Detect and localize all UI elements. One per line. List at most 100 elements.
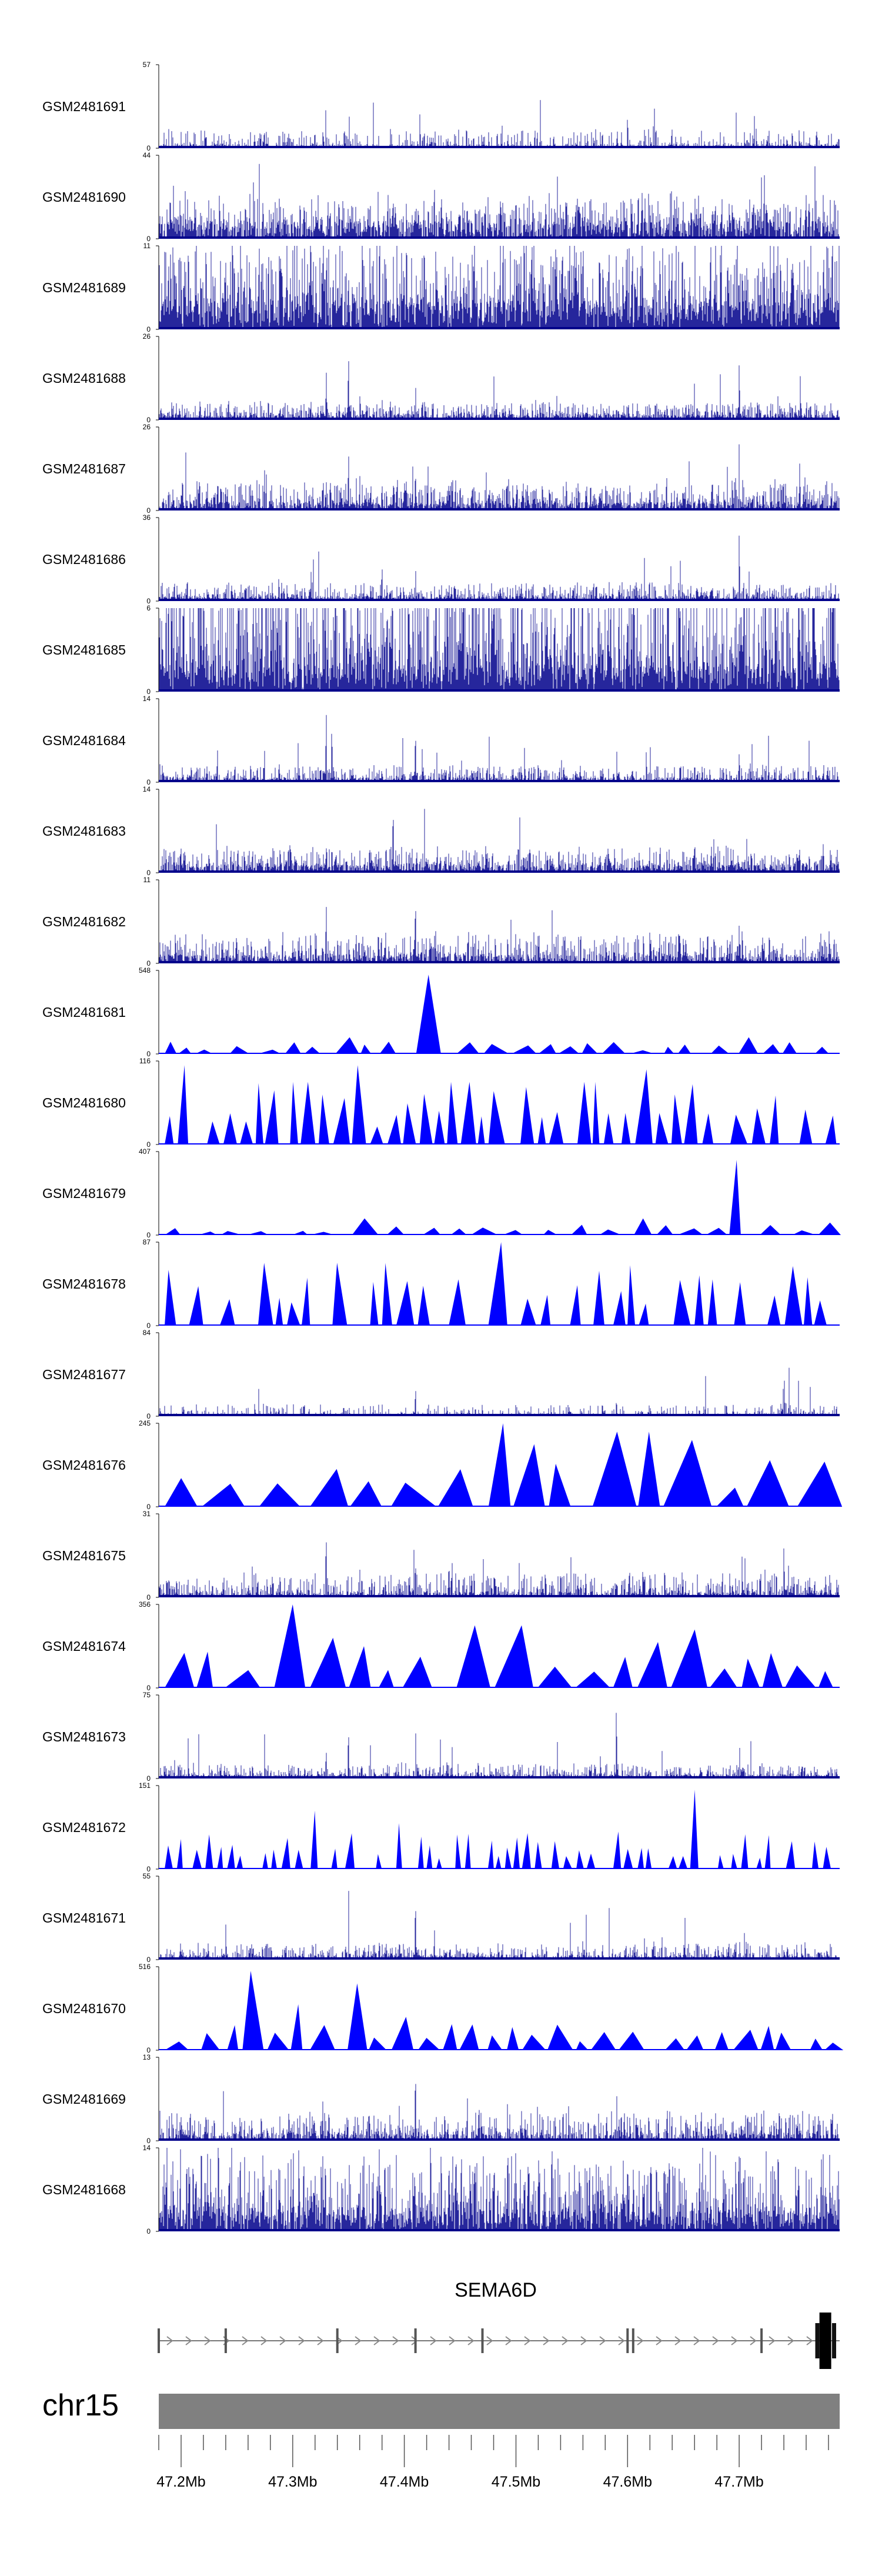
coverage-track: GSM2481681 548 0 <box>42 966 840 1058</box>
y-min-label: 0 <box>146 1774 151 1783</box>
track-label: GSM2481670 <box>42 2001 126 2016</box>
coverage-peak <box>396 1823 402 1869</box>
strand-arrow <box>279 2336 286 2345</box>
y-min-label: 0 <box>146 2227 151 2235</box>
y-max-label: 14 <box>143 2144 151 2152</box>
coverage-peak <box>271 1850 278 1869</box>
coverage-signal <box>159 361 840 420</box>
coverage-peak <box>764 1835 771 1869</box>
coverage-peak <box>638 1432 660 1507</box>
coverage-track: GSM2481680 116 0 <box>42 1057 840 1149</box>
strand-arrow <box>505 2336 512 2345</box>
coverage-bars <box>159 361 840 420</box>
coverage-peak <box>350 1481 382 1507</box>
strand-arrow <box>486 2336 493 2345</box>
y-min-label: 0 <box>146 235 151 243</box>
y-min-label: 0 <box>146 416 151 424</box>
coverage-peak <box>824 2043 844 2050</box>
axis-tick-label: 47.3Mb <box>268 2474 317 2490</box>
exon <box>760 2328 763 2353</box>
coverage-peak <box>201 1483 245 1507</box>
coverage-peak <box>470 1227 498 1235</box>
coverage-peak <box>823 1847 831 1869</box>
track-label: GSM2481686 <box>42 552 126 567</box>
track-label: GSM2481683 <box>42 823 126 839</box>
coverage-peak <box>690 1790 699 1869</box>
coverage-peak <box>376 1854 382 1869</box>
coverage-peak <box>434 1110 445 1144</box>
axis-tick-label: 47.6Mb <box>603 2474 652 2490</box>
coverage-peak <box>540 1294 551 1326</box>
coverage-peak <box>576 1850 584 1869</box>
coverage-peak <box>810 2038 823 2050</box>
coverage-peak <box>417 2038 440 2050</box>
coverage-peak <box>592 1432 637 1507</box>
strand-arrow <box>355 2336 362 2345</box>
coverage-peak <box>729 1160 741 1235</box>
coverage-peak <box>714 2032 729 2050</box>
y-max-label: 84 <box>143 1329 151 1337</box>
coverage-peak <box>505 1847 512 1869</box>
coverage-peak <box>165 1653 195 1688</box>
coverage-track: GSM2481689 11 0 <box>42 242 840 333</box>
coverage-peak <box>634 1218 652 1235</box>
coverage-peak <box>513 1837 520 1869</box>
coverage-peak <box>825 1115 837 1144</box>
strand-arrow <box>750 2336 757 2345</box>
exon <box>158 2328 160 2353</box>
coverage-peak <box>495 1625 533 1688</box>
strand-arrow <box>298 2336 305 2345</box>
coverage-signal <box>159 1423 843 1507</box>
axis-tick-label: 47.7Mb <box>714 2474 763 2490</box>
y-max-label: 151 <box>139 1781 151 1790</box>
coverage-peak <box>443 2024 457 2050</box>
coverage-peak <box>295 1850 303 1869</box>
exon <box>224 2328 227 2353</box>
coverage-peak <box>262 1853 268 1869</box>
coverage-signal <box>159 608 840 692</box>
coverage-peak <box>804 1277 813 1326</box>
coverage-peak <box>165 1042 177 1054</box>
y-min-label: 0 <box>146 778 151 786</box>
y-min-label: 0 <box>146 144 151 152</box>
strand-arrow <box>580 2336 587 2345</box>
coverage-peak <box>396 1281 415 1326</box>
track-label: GSM2481678 <box>42 1276 126 1292</box>
coverage-peak <box>240 1121 253 1144</box>
coverage-peak <box>784 1665 816 1688</box>
coverage-peak <box>178 1065 189 1144</box>
coverage-peak <box>382 1263 392 1326</box>
coverage-peak <box>668 1856 677 1869</box>
coverage-peak <box>575 1671 610 1688</box>
coverage-peak <box>613 1657 633 1688</box>
coverage-peak <box>447 1082 458 1144</box>
coverage-track: GSM2481677 84 0 <box>42 1329 840 1420</box>
coverage-peak <box>274 1604 306 1688</box>
coverage-peak <box>663 1440 712 1507</box>
coverage-peak <box>577 1082 592 1144</box>
coverage-peak <box>275 1297 283 1326</box>
strand-arrow <box>392 2336 399 2345</box>
coverage-peak <box>281 1838 290 1869</box>
strand-arrow <box>467 2336 475 2345</box>
coverage-peak <box>673 1280 691 1326</box>
strand-arrow <box>524 2336 531 2345</box>
coverage-peak <box>368 2037 387 2050</box>
coverage-signal <box>159 1242 840 1326</box>
coverage-track: GSM2481683 14 0 <box>42 785 840 877</box>
y-max-label: 87 <box>143 1238 151 1246</box>
coverage-peak <box>645 1848 652 1869</box>
coverage-peak <box>613 1831 622 1869</box>
coverage-peak <box>488 1091 505 1144</box>
exon <box>481 2328 484 2353</box>
coverage-peak <box>205 1834 213 1869</box>
y-min-label: 0 <box>146 1865 151 1873</box>
strand-arrow <box>787 2336 794 2345</box>
track-label: GSM2481671 <box>42 1910 126 1926</box>
strand-arrow <box>430 2336 437 2345</box>
coverage-peak <box>310 1637 346 1688</box>
y-max-label: 11 <box>143 242 151 250</box>
coverage-peak <box>422 1227 441 1235</box>
coverage-peak <box>310 1469 349 1507</box>
